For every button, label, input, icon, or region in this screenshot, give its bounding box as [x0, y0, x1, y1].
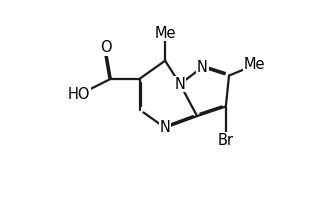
Text: N: N: [160, 120, 170, 135]
Text: O: O: [100, 40, 111, 55]
Text: Me: Me: [244, 58, 265, 72]
Text: N: N: [175, 77, 185, 92]
Text: N: N: [197, 60, 208, 75]
Text: Me: Me: [155, 26, 176, 40]
Text: HO: HO: [67, 87, 90, 102]
Text: Br: Br: [218, 133, 234, 148]
